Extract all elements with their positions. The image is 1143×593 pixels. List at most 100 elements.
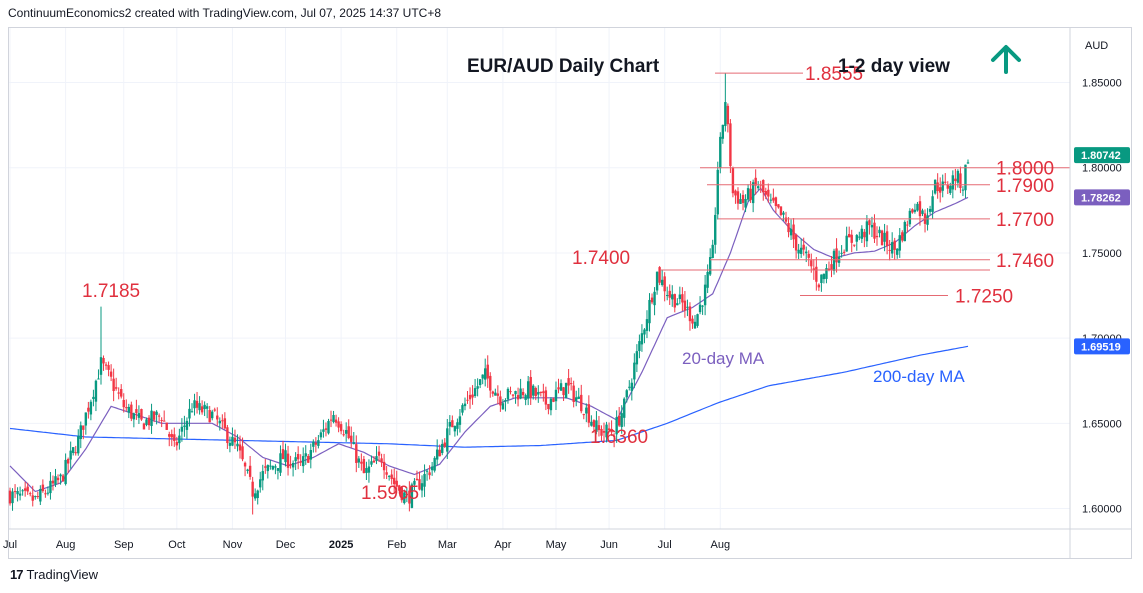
candle (155, 410, 158, 425)
candle (231, 427, 234, 447)
candle (332, 410, 335, 424)
candle-body (385, 472, 388, 475)
candle-body (46, 492, 50, 494)
candle (448, 415, 452, 436)
candle (241, 437, 244, 462)
candle-body (339, 424, 343, 432)
candle (367, 459, 371, 483)
candle-body (774, 197, 778, 206)
candle-body (299, 461, 302, 463)
candle (36, 491, 40, 499)
candle (696, 313, 699, 328)
candle (66, 457, 70, 473)
candle-body (736, 191, 740, 204)
candle (585, 403, 588, 423)
candle (92, 389, 95, 407)
candle-body (792, 224, 795, 240)
candle-body (322, 429, 325, 432)
candle (792, 217, 795, 249)
level-label: 1.8555 (805, 64, 863, 85)
candle-body (949, 185, 952, 193)
candle-body (49, 480, 52, 494)
candle-body (696, 314, 699, 326)
candle (489, 372, 492, 398)
candle (173, 427, 176, 447)
candle (221, 414, 224, 429)
candle (865, 215, 869, 247)
candle-body (569, 383, 573, 385)
candle-body (832, 250, 836, 271)
candle (774, 196, 778, 214)
candle-body (928, 208, 932, 212)
candle-body (921, 210, 924, 214)
candle (529, 370, 532, 405)
candle (691, 315, 694, 329)
level-label: 1.8000 (996, 159, 1054, 180)
candle-body (693, 321, 697, 329)
candle-body (762, 179, 765, 193)
candle-body (466, 399, 469, 401)
x-tick-label: Jul (3, 539, 17, 551)
candle (304, 445, 307, 465)
candle (590, 415, 593, 427)
candle-body (120, 389, 123, 397)
candle (286, 445, 290, 476)
candle (516, 387, 520, 407)
candle-body (403, 492, 406, 504)
candle (347, 419, 350, 440)
candle (256, 489, 259, 505)
candle (840, 245, 843, 258)
candle-body (633, 362, 636, 380)
price-label: 1.78262 (1074, 189, 1130, 206)
candle-body (259, 479, 262, 488)
candle (673, 293, 676, 313)
candle (787, 217, 790, 238)
candle-body (99, 357, 103, 375)
candle-body (29, 493, 32, 495)
candle-body (691, 318, 694, 324)
candle-body (941, 181, 944, 191)
candle-body (200, 406, 204, 413)
candle-body (491, 391, 494, 394)
candle-body (671, 294, 674, 300)
candle-body (264, 466, 267, 468)
candle (168, 431, 171, 447)
candle-body (501, 403, 505, 410)
candle (858, 231, 861, 241)
candle-body (789, 228, 793, 236)
candle (721, 124, 725, 144)
candle-body (769, 199, 773, 201)
candle-body (754, 177, 757, 186)
candle-body (794, 234, 798, 251)
candle (44, 489, 47, 498)
candle (645, 310, 649, 339)
candle (408, 481, 411, 512)
candle-body (544, 390, 548, 405)
candle-body (372, 460, 376, 463)
candle-body (817, 284, 821, 288)
candle (200, 400, 204, 415)
candle-body (238, 444, 242, 451)
candle-body (430, 466, 434, 471)
candle-body (337, 421, 340, 428)
candle (511, 394, 515, 399)
candle-body (575, 397, 578, 402)
candle-body (630, 382, 634, 391)
candle (933, 179, 937, 195)
candle-body (676, 303, 679, 306)
candle (820, 274, 823, 292)
candle-body (617, 415, 621, 426)
candle (630, 378, 634, 401)
candle-body (572, 385, 575, 402)
chart-panel[interactable] (8, 27, 1132, 559)
x-tick-label: Feb (387, 539, 406, 551)
candle (468, 387, 472, 409)
tradingview-brand[interactable]: 17 TradingView (10, 567, 98, 582)
candle (461, 403, 464, 416)
candle (211, 409, 214, 421)
x-tick-label: Jul (658, 539, 672, 551)
candle (908, 208, 912, 228)
candle (663, 272, 666, 302)
candle (142, 422, 146, 430)
